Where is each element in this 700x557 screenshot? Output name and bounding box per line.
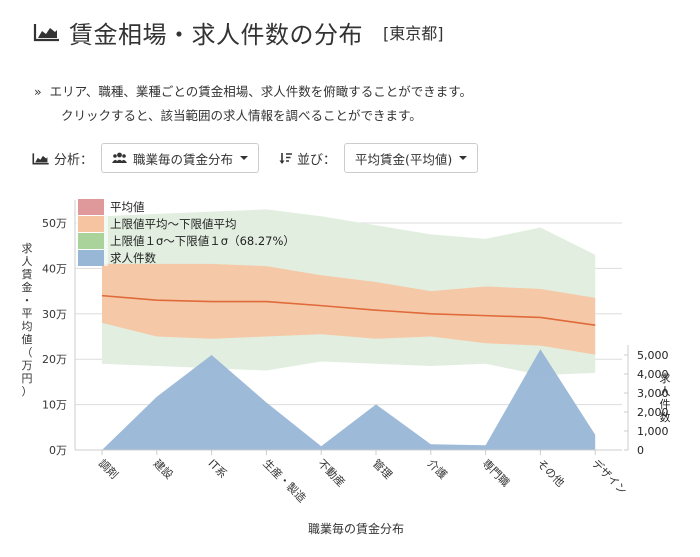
y2-tick-label: 2,000 xyxy=(637,406,669,419)
legend-swatch xyxy=(78,216,104,232)
x-tick-label[interactable]: 生産・製造 xyxy=(260,456,309,505)
y-tick-label: 50万 xyxy=(42,217,67,230)
sort-icon xyxy=(279,152,293,164)
axes: 0万10万20万30万40万50万求人賃金・平均値（万円）01,0002,000… xyxy=(22,200,671,505)
y-axis-title-char: 人 xyxy=(22,255,33,268)
y-axis-title-char: 賃 xyxy=(22,267,33,281)
x-tick-label[interactable]: 管理 xyxy=(370,456,395,481)
legend-label: 平均値 xyxy=(110,200,145,214)
page-header: 賃金相場・求人件数の分布 [東京都] xyxy=(33,14,444,50)
description: » エリア、職種、業種ごとの賃金相場、求人件数を俯瞰することができます。 クリッ… xyxy=(34,80,472,128)
y-axis-title-char: 均 xyxy=(22,320,33,333)
caret-down-icon xyxy=(459,156,468,160)
avg-range-area[interactable] xyxy=(102,263,596,355)
y-tick-label: 10万 xyxy=(42,399,67,412)
legend-label: 求人件数 xyxy=(110,251,156,265)
x-tick-label[interactable]: その他 xyxy=(534,457,567,490)
legend-swatch xyxy=(78,199,104,215)
x-axis-title: 職業毎の賃金分布 xyxy=(308,521,404,536)
sort-dropdown-value: 平均賃金(平均値) xyxy=(355,151,453,167)
y-axis-title-char: 平 xyxy=(22,307,33,320)
mean-line[interactable] xyxy=(101,294,596,326)
y2-tick-label: 5,000 xyxy=(637,349,669,362)
sigma-band[interactable] xyxy=(102,209,596,376)
bullet: » xyxy=(34,84,42,99)
area-chart-icon xyxy=(33,24,59,42)
page-title: 賃金相場・求人件数の分布 xyxy=(69,20,363,49)
analysis-label: 分析： xyxy=(32,149,93,168)
x-tick-label[interactable]: デザイン xyxy=(589,456,630,497)
caret-down-icon xyxy=(240,156,249,160)
legend-swatch xyxy=(78,250,104,266)
gridlines xyxy=(75,222,622,451)
controls-bar: 分析： 職業毎の賃金分布 並び： 平均賃金(平均値) xyxy=(32,143,479,173)
legend-label: 上限値平均〜下限値平均 xyxy=(110,217,237,231)
mean-path[interactable] xyxy=(101,294,596,326)
x-tick-label[interactable]: 調剤 xyxy=(96,456,121,481)
y2-tick-label: 0 xyxy=(637,444,644,457)
x-tick-label[interactable]: 建設 xyxy=(151,456,176,481)
area-label: [東京都] xyxy=(383,24,444,43)
avg-range-band[interactable] xyxy=(102,263,596,355)
y-axis-title-char: 金 xyxy=(22,280,33,294)
y-axis-title-char: 求 xyxy=(22,242,33,255)
y-axis-title-char: （ xyxy=(22,346,33,359)
y2-axis-title-char: 数 xyxy=(660,411,671,424)
analysis-label-text: 分析： xyxy=(54,152,94,168)
y-tick-label: 20万 xyxy=(42,353,67,366)
y2-tick-label: 4,000 xyxy=(637,368,669,381)
y2-tick-label: 3,000 xyxy=(637,387,669,400)
y-tick-label: 0万 xyxy=(49,444,67,457)
y2-axis-title-char: 人 xyxy=(660,385,671,398)
legend-swatch xyxy=(78,233,104,249)
analysis-dropdown-value: 職業毎の賃金分布 xyxy=(133,151,234,167)
y-axis-title-char: ・ xyxy=(22,294,33,307)
area-chart-icon xyxy=(32,152,49,164)
x-tick-label[interactable]: 専門職 xyxy=(479,457,512,490)
y2-axis-title-char: 件 xyxy=(660,398,671,411)
count-area[interactable] xyxy=(102,349,596,450)
sort-dropdown[interactable]: 平均賃金(平均値) xyxy=(344,143,479,173)
x-tick-label[interactable]: 介護 xyxy=(425,456,450,481)
description-line-1: エリア、職種、業種ごとの賃金相場、求人件数を俯瞰することができます。 xyxy=(49,84,472,99)
x-tick-label[interactable]: 不動産 xyxy=(315,456,348,489)
y-axis-title-char: ） xyxy=(22,385,33,398)
x-tick-label[interactable]: IT系 xyxy=(205,457,229,481)
sigma-area[interactable] xyxy=(102,209,596,376)
sort-label: 並び： xyxy=(279,149,336,168)
analysis-dropdown[interactable]: 職業毎の賃金分布 xyxy=(101,143,260,173)
y-tick-label: 30万 xyxy=(42,308,67,321)
y-axis-title-char: 値 xyxy=(22,333,33,346)
sort-label-text: 並び： xyxy=(297,152,337,168)
y-axis-title-char: 円 xyxy=(22,372,33,385)
y-axis-title-char: 万 xyxy=(22,359,33,372)
users-icon xyxy=(112,152,128,163)
description-line-2: クリックすると、該当範囲の求人情報を調べることができます。 xyxy=(61,108,422,123)
y-tick-label: 40万 xyxy=(42,262,67,275)
y2-tick-label: 1,000 xyxy=(637,425,669,438)
count-path[interactable] xyxy=(102,349,596,450)
y2-axis-title-char: 求 xyxy=(660,372,671,385)
legend-label: 上限値１σ〜下限値１σ（68.27%） xyxy=(110,234,295,248)
